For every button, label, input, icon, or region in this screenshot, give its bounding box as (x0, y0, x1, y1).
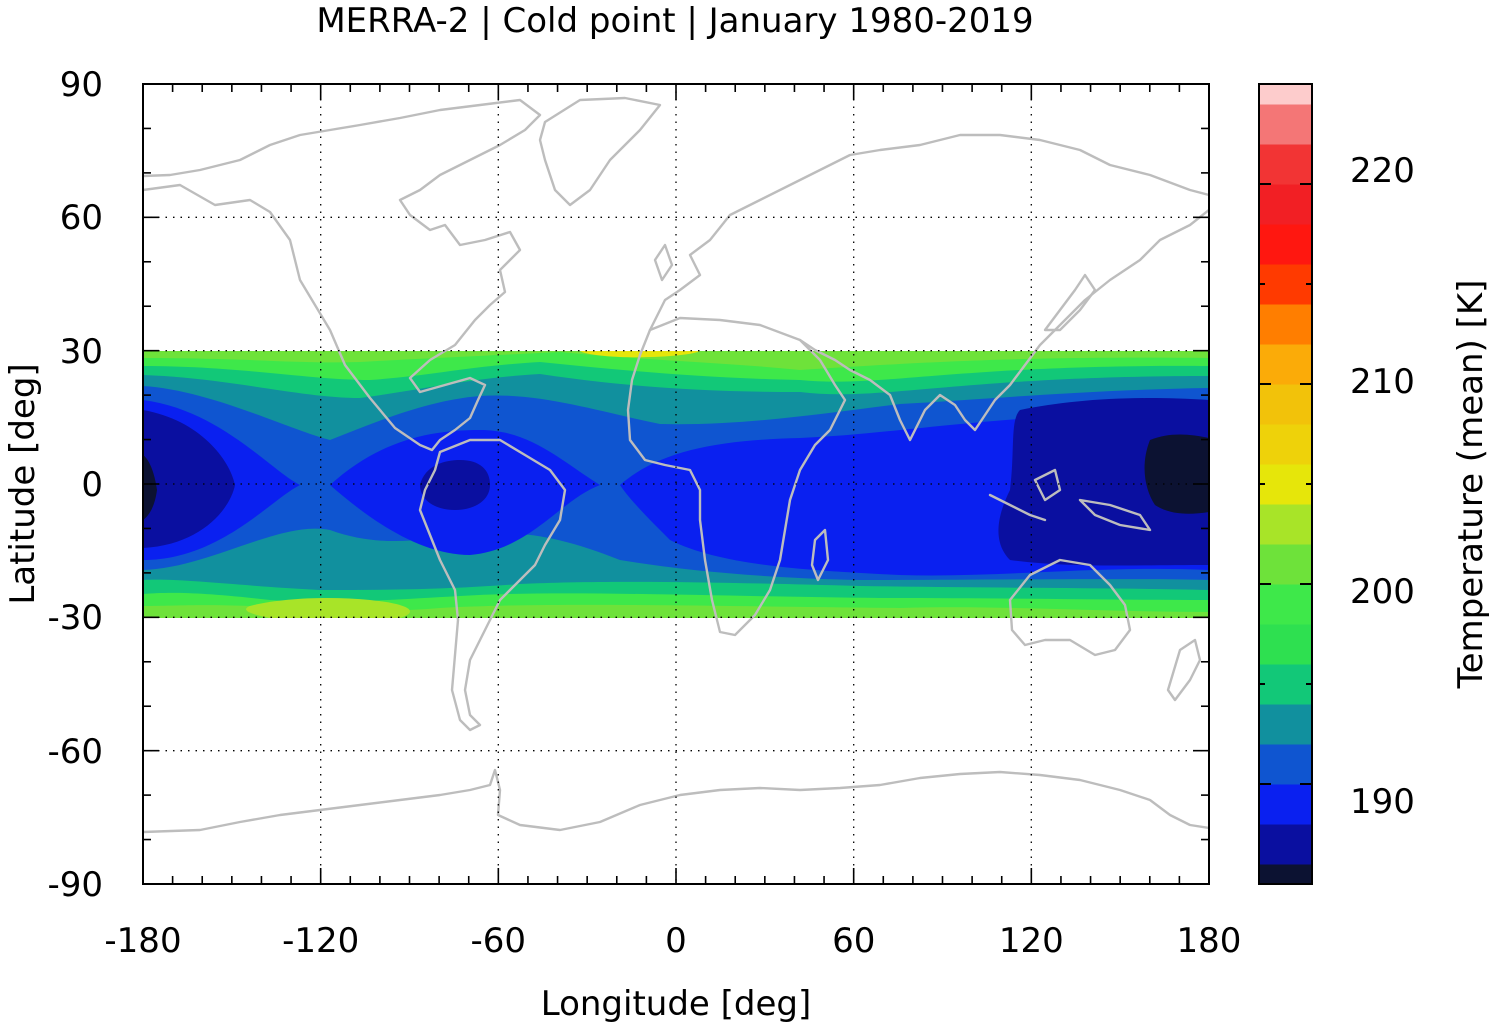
x-tick-label: -60 (471, 921, 527, 961)
colorbar-swatch (1259, 304, 1312, 345)
colorbar-swatch (1259, 544, 1312, 585)
chart-title: MERRA-2 | Cold point | January 1980-2019 (316, 1, 1033, 41)
field-level-198-hot-south (246, 598, 410, 618)
y-tick-labels: 90 60 30 0 -30 -60 -90 (47, 65, 103, 905)
x-tick-labels: -180 -120 -60 0 60 120 180 (104, 921, 1241, 961)
plot-frame (142, 83, 1210, 885)
x-tick-label: -120 (282, 921, 359, 961)
colorbar-tick-label: 220 (1350, 151, 1415, 191)
colorbar-swatch (1259, 504, 1312, 545)
x-tick-label: 60 (832, 921, 875, 961)
y-tick-label: -60 (47, 732, 103, 772)
coastline-south-america (418, 438, 567, 732)
colorbar-swatch (1259, 224, 1312, 265)
colorbar-swatch (1259, 864, 1312, 885)
coastline-europe-asia (648, 133, 1209, 442)
coastlines (143, 96, 1209, 834)
y-tick-label: 60 (60, 198, 103, 238)
field-level-190 (143, 400, 1209, 576)
colorbar-swatch (1259, 824, 1312, 865)
coastline-north-america (143, 98, 542, 452)
x-tick-label: -180 (104, 921, 181, 961)
colorbar-title: Temperature (mean) [K] (1451, 280, 1491, 690)
x-tick-label: 0 (665, 921, 687, 961)
colorbar-swatch (1259, 104, 1312, 145)
y-tick-label: 30 (60, 332, 103, 372)
colorbar-swatch (1259, 464, 1312, 505)
colorbar-tick-label: 210 (1350, 362, 1415, 402)
x-tick-label: 120 (999, 921, 1064, 961)
colorbar-swatch (1259, 84, 1312, 105)
colorbar-tick-label: 200 (1350, 572, 1415, 612)
colorbar-swatch (1259, 144, 1312, 185)
colorbar-tick-labels: 190 200 210 220 (1350, 151, 1415, 822)
colorbar-swatch (1259, 624, 1312, 665)
colorbar-swatch (1259, 384, 1312, 425)
colorbar-swatch (1259, 344, 1312, 385)
axis-ticks (142, 83, 1210, 885)
colorbar-swatch (1259, 264, 1312, 305)
coastline-japan (1043, 273, 1097, 332)
y-tick-label: -90 (47, 865, 103, 905)
field-level-188 (143, 398, 1209, 566)
grid (143, 84, 1209, 884)
y-tick-label: 0 (81, 465, 103, 505)
colorbar (1259, 84, 1312, 885)
colorbar-swatch (1259, 744, 1312, 785)
colorbar-swatch (1259, 184, 1312, 225)
coastline-new-zealand (1166, 638, 1202, 702)
colorbar-frame (1258, 83, 1313, 885)
y-axis-title: Latitude [deg] (3, 363, 43, 604)
colorbar-swatch (1259, 784, 1312, 825)
coastline-australia (1008, 558, 1132, 657)
x-tick-label: 180 (1177, 921, 1242, 961)
x-axis-title: Longitude [deg] (541, 984, 812, 1024)
colorbar-swatch (1259, 704, 1312, 745)
colorbar-swatch (1259, 664, 1312, 705)
colorbar-swatch (1259, 584, 1312, 625)
y-tick-label: -30 (47, 598, 103, 638)
coastline-antarctica (143, 768, 1209, 834)
coastline-indonesia (988, 468, 1152, 532)
colorbar-swatch (1259, 424, 1312, 465)
y-tick-label: 90 (60, 65, 103, 105)
colorbar-tick-label: 190 (1350, 782, 1415, 822)
coastline-madagascar (810, 528, 830, 582)
coastline-greenland (538, 96, 662, 207)
coastline-uk (653, 243, 674, 282)
coastline-africa (626, 316, 847, 637)
